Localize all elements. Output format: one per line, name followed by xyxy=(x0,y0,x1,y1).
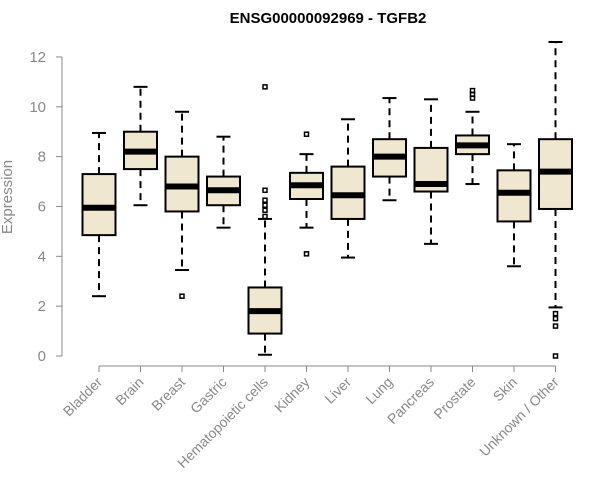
outlier-point xyxy=(262,213,268,220)
x-tick-label: Liver xyxy=(321,374,354,407)
x-tick-label: Kidney xyxy=(271,374,313,416)
outlier-point xyxy=(262,202,268,208)
outlier-point xyxy=(262,207,268,213)
outlier-point xyxy=(262,84,268,90)
outlier-point xyxy=(552,310,559,317)
box-prostate xyxy=(455,87,490,186)
outlier-point xyxy=(262,187,268,194)
x-tick-label: Skin xyxy=(490,374,521,405)
x-tick-label: Unknown / Other xyxy=(476,374,562,460)
y-tick-label: 4 xyxy=(38,248,46,265)
box-hematopoietic-cells xyxy=(247,84,283,356)
x-tick-label: Lung xyxy=(362,374,395,407)
outlier-point xyxy=(552,323,559,329)
outlier-point xyxy=(552,353,559,359)
outlier-point xyxy=(303,251,310,257)
box-kidney xyxy=(289,131,324,257)
x-tick-label: Prostate xyxy=(430,374,478,422)
box-series xyxy=(81,41,573,359)
box-liver xyxy=(330,118,366,259)
outlier-point xyxy=(552,315,559,322)
y-axis: 0 2 4 6 8 10 12 xyxy=(29,49,63,365)
y-tick-label: 6 xyxy=(38,198,46,215)
box-brain xyxy=(123,85,158,207)
box-bladder xyxy=(81,131,117,298)
box-gastric xyxy=(206,135,241,229)
chart-title: ENSG00000092969 - TGFB2 xyxy=(230,10,427,27)
iqr-box xyxy=(81,173,117,237)
box-breast xyxy=(164,110,200,299)
box-skin xyxy=(496,143,532,268)
x-tick-label: Breast xyxy=(148,374,188,414)
iqr-box xyxy=(496,169,532,223)
outlier-point xyxy=(469,87,476,94)
outlier-point xyxy=(179,293,185,299)
y-tick-label: 0 xyxy=(38,348,46,365)
outlier-point xyxy=(262,197,268,203)
box-pancreas xyxy=(413,98,449,245)
y-axis-label: Expression xyxy=(0,160,16,234)
x-tick-label: Bladder xyxy=(60,374,106,420)
box-unknown-other xyxy=(538,41,573,359)
y-tick-label: 8 xyxy=(38,149,46,166)
y-tick-label: 10 xyxy=(29,99,46,116)
box-lung xyxy=(372,97,407,202)
outlier-point xyxy=(303,131,310,137)
y-tick-label: 2 xyxy=(38,298,46,315)
x-tick-label: Brain xyxy=(112,374,146,408)
y-tick-label: 12 xyxy=(29,49,46,66)
